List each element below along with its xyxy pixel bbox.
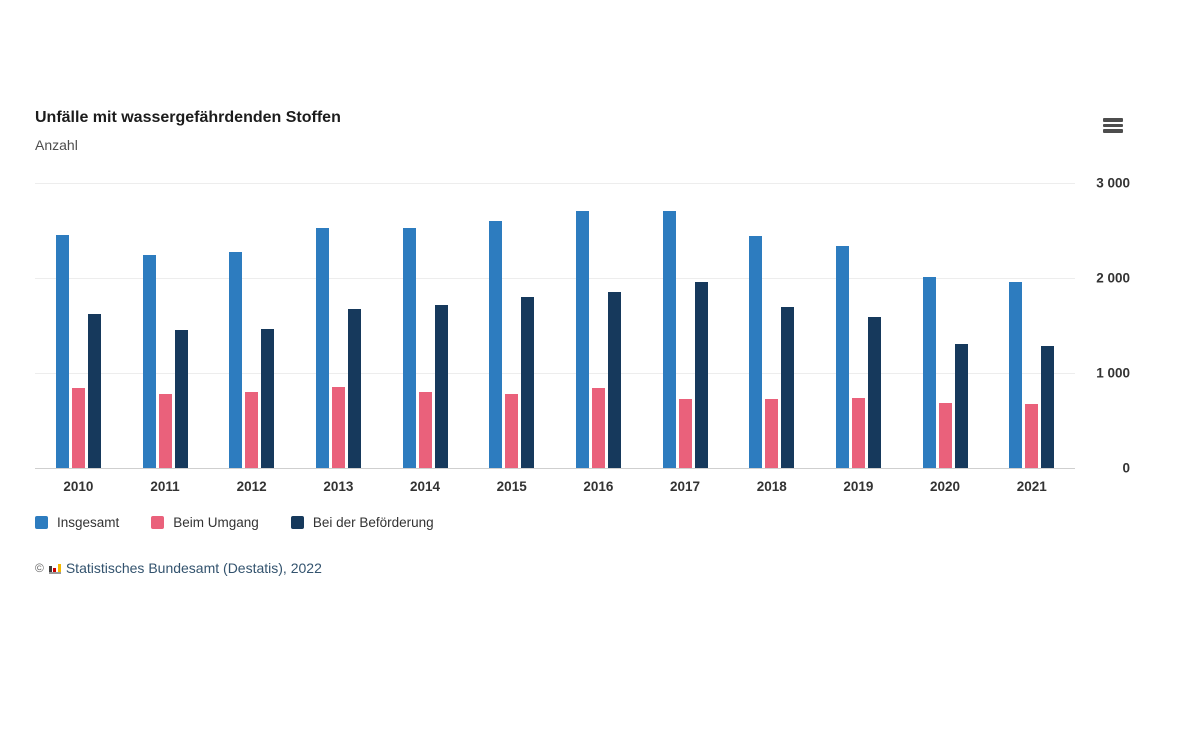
bar-beim-umgang-2014[interactable] bbox=[418, 392, 432, 468]
x-axis-label: 2019 bbox=[843, 479, 874, 494]
footer: © Statistisches Bundesamt (Destatis), 20… bbox=[35, 560, 1130, 576]
bar-group-2015 bbox=[468, 183, 555, 468]
chart-header: Unfälle mit wassergefährdenden Stoffen A… bbox=[35, 108, 1130, 154]
y-axis-tick-label: 1 000 bbox=[1096, 365, 1130, 381]
y-axis: 3 000 2 000 1 000 0 bbox=[1075, 176, 1130, 476]
bar-beim-umgang-2011[interactable] bbox=[158, 393, 172, 468]
bar-beim-umgang-2012[interactable] bbox=[245, 392, 259, 468]
bar-group-2020 bbox=[902, 183, 989, 468]
x-axis: 2010 2011 2012 2013 2014 2015 2016 2017 2018 2019… bbox=[35, 479, 1075, 494]
bar-insgesamt-2016[interactable] bbox=[575, 210, 589, 468]
x-axis-label: 2021 bbox=[1016, 479, 1047, 494]
bar-beim-umgang-2019[interactable] bbox=[851, 397, 865, 468]
bar-groups bbox=[35, 183, 1075, 468]
bar-bei-der-bef-rderung-2021[interactable] bbox=[1041, 346, 1055, 468]
gridline bbox=[35, 278, 1075, 279]
bar-group-2021 bbox=[988, 183, 1075, 468]
hamburger-icon bbox=[1103, 118, 1123, 122]
chart-menu-button[interactable] bbox=[1101, 116, 1125, 135]
y-axis-tick-label: 2 000 bbox=[1096, 270, 1130, 286]
bar-group-2013 bbox=[295, 183, 382, 468]
copyright-symbol: © bbox=[35, 561, 44, 575]
bar-beim-umgang-2018[interactable] bbox=[765, 398, 779, 468]
bar-bei-der-bef-rderung-2016[interactable] bbox=[607, 292, 621, 468]
x-axis-label: 2017 bbox=[670, 479, 701, 494]
bar-insgesamt-2013[interactable] bbox=[315, 227, 329, 468]
bar-insgesamt-2010[interactable] bbox=[55, 235, 69, 468]
chart-header-text: Unfälle mit wassergefährdenden Stoffen A… bbox=[35, 108, 341, 154]
legend: Insgesamt Beim Umgang Bei der Beförderung bbox=[35, 515, 1130, 530]
bar-group-2016 bbox=[555, 183, 642, 468]
x-axis-label: 2015 bbox=[496, 479, 527, 494]
x-axis-line bbox=[35, 468, 1075, 469]
bar-bei-der-bef-rderung-2013[interactable] bbox=[347, 309, 361, 468]
x-axis-label: 2020 bbox=[930, 479, 961, 494]
x-axis-label: 2013 bbox=[323, 479, 354, 494]
y-axis-tick-label: 0 bbox=[1122, 460, 1130, 476]
bar-insgesamt-2021[interactable] bbox=[1009, 281, 1023, 468]
bar-beim-umgang-2015[interactable] bbox=[505, 393, 519, 468]
bar-insgesamt-2017[interactable] bbox=[662, 210, 676, 468]
bar-group-2018 bbox=[728, 183, 815, 468]
x-axis-label: 2016 bbox=[583, 479, 614, 494]
chart-card: Unfälle mit wassergefährdenden Stoffen A… bbox=[35, 108, 1130, 576]
destatis-logo-icon bbox=[48, 562, 61, 574]
y-axis-tick-label: 3 000 bbox=[1096, 175, 1130, 191]
bar-insgesamt-2012[interactable] bbox=[229, 252, 243, 468]
x-axis-label: 2014 bbox=[410, 479, 441, 494]
plot-area bbox=[35, 183, 1075, 469]
legend-item-beim-umgang[interactable]: Beim Umgang bbox=[151, 515, 259, 530]
bar-beim-umgang-2020[interactable] bbox=[938, 403, 952, 468]
bar-insgesamt-2019[interactable] bbox=[835, 245, 849, 468]
legend-swatch-insgesamt bbox=[35, 516, 48, 529]
legend-swatch-beim-umgang bbox=[151, 516, 165, 529]
legend-label: Insgesamt bbox=[57, 515, 120, 530]
bar-bei-der-bef-rderung-2017[interactable] bbox=[694, 281, 708, 468]
bar-insgesamt-2018[interactable] bbox=[749, 236, 763, 468]
gridline bbox=[35, 373, 1075, 374]
bar-group-2012 bbox=[208, 183, 295, 468]
chart-title: Unfälle mit wassergefährdenden Stoffen bbox=[35, 109, 341, 126]
hamburger-icon bbox=[1103, 123, 1123, 127]
bar-beim-umgang-2016[interactable] bbox=[591, 388, 605, 468]
legend-label: Bei der Beförderung bbox=[312, 515, 434, 530]
source-attribution: Statistisches Bundesamt (Destatis), 2022 bbox=[65, 560, 322, 576]
bar-group-2010 bbox=[35, 183, 122, 468]
bar-bei-der-bef-rderung-2010[interactable] bbox=[87, 314, 101, 468]
bar-bei-der-bef-rderung-2020[interactable] bbox=[954, 343, 968, 468]
bar-beim-umgang-2021[interactable] bbox=[1025, 404, 1039, 468]
x-axis-label: 2010 bbox=[63, 479, 94, 494]
bar-group-2011 bbox=[122, 183, 209, 468]
bar-insgesamt-2020[interactable] bbox=[922, 277, 936, 468]
legend-swatch-bei-der-bef-rderung bbox=[290, 516, 304, 529]
bar-group-2017 bbox=[642, 183, 729, 468]
x-axis-label: 2018 bbox=[756, 479, 787, 494]
bar-bei-der-bef-rderung-2019[interactable] bbox=[867, 316, 881, 468]
bar-beim-umgang-2017[interactable] bbox=[678, 398, 692, 468]
bar-insgesamt-2014[interactable] bbox=[402, 227, 416, 468]
bar-bei-der-bef-rderung-2011[interactable] bbox=[174, 330, 188, 468]
bar-bei-der-bef-rderung-2018[interactable] bbox=[781, 307, 795, 468]
bar-beim-umgang-2010[interactable] bbox=[71, 388, 85, 468]
bar-insgesamt-2015[interactable] bbox=[489, 221, 503, 468]
hamburger-icon bbox=[1103, 129, 1123, 133]
legend-label: Beim Umgang bbox=[173, 515, 259, 530]
bar-bei-der-bef-rderung-2015[interactable] bbox=[521, 297, 535, 468]
bar-insgesamt-2011[interactable] bbox=[142, 255, 156, 468]
bar-bei-der-bef-rderung-2014[interactable] bbox=[434, 304, 448, 468]
legend-item-bei-der-bef-rderung[interactable]: Bei der Beförderung bbox=[290, 515, 434, 530]
legend-item-insgesamt[interactable]: Insgesamt bbox=[35, 515, 119, 530]
gridline bbox=[35, 183, 1075, 184]
chart-zone: 3 000 2 000 1 000 0 2010 2011 2012 2013 2014 201… bbox=[35, 176, 1130, 494]
x-axis-label: 2011 bbox=[150, 479, 180, 494]
bar-group-2014 bbox=[382, 183, 469, 468]
x-axis-label: 2012 bbox=[236, 479, 267, 494]
bar-bei-der-bef-rderung-2012[interactable] bbox=[261, 329, 275, 468]
bar-group-2019 bbox=[815, 183, 902, 468]
chart-subtitle: Anzahl bbox=[35, 137, 78, 153]
bar-beim-umgang-2013[interactable] bbox=[331, 387, 345, 468]
